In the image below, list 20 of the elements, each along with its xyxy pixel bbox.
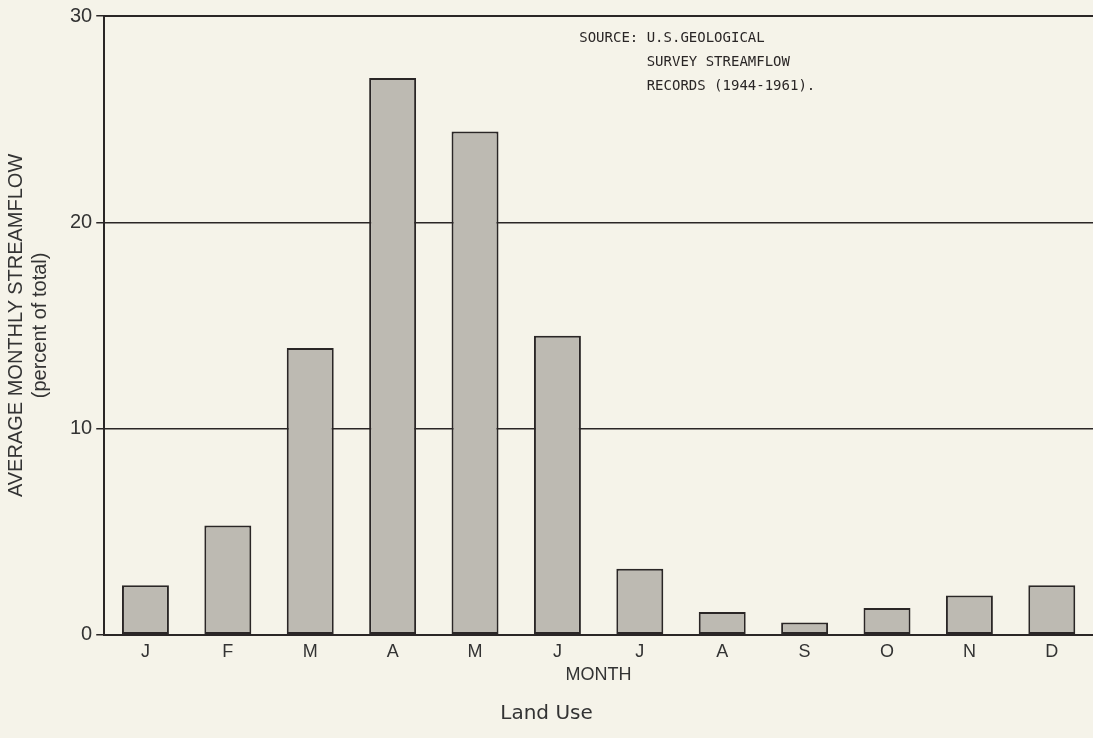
x-axis-title: MONTH	[565, 664, 632, 685]
annotation: SOURCE: U.S.GEOLOGICAL SURVEY STREAMFLOW RECORDS (1944-1961).	[579, 29, 816, 93]
y-tick-label: 20	[70, 209, 93, 232]
x-tick-label: S	[798, 640, 811, 661]
x-tick-label: M	[467, 640, 483, 661]
y-tick-label: 0	[81, 622, 93, 645]
x-tick-label: M	[302, 640, 318, 661]
x-tick-label: A	[716, 640, 729, 661]
x-tick-label: J	[552, 640, 562, 661]
y-tick-label: 30	[70, 3, 93, 26]
y-axis-title: AVERAGE MONTHLY STREAMFLOW (percent of total)	[3, 153, 50, 498]
x-tick-label: J	[635, 640, 645, 661]
y-tick-label: 10	[70, 416, 93, 439]
x-tick-label: A	[386, 640, 399, 661]
text: Land Use	[499, 700, 594, 724]
x-tick-label: F	[222, 640, 234, 661]
x-tick-label: J	[140, 640, 150, 661]
x-tick-label: O	[880, 640, 895, 661]
x-tick-label: D	[1045, 640, 1059, 661]
x-tick-label: N	[962, 640, 976, 661]
